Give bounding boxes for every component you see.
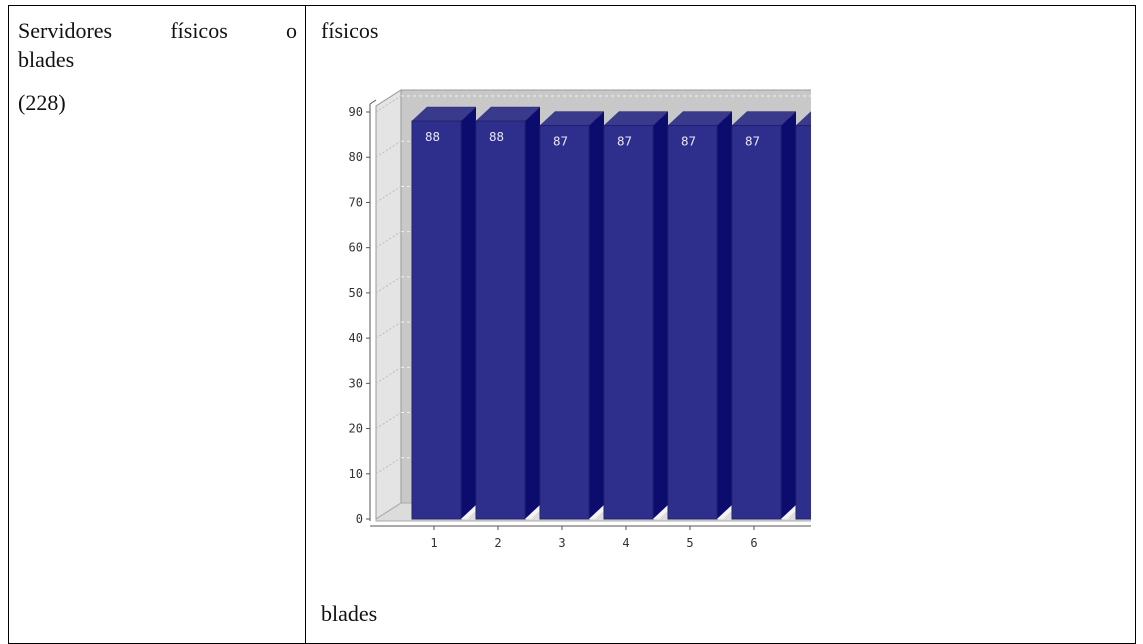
left-cell: Servidores físicos o blades (228)	[8, 5, 306, 644]
chart-top-label: físicos	[321, 18, 379, 43]
bar-side	[589, 111, 604, 520]
x-tick-label: 5	[686, 536, 693, 550]
bar-value-label: 87	[617, 134, 632, 149]
bar-side	[525, 107, 540, 520]
heading-line-2: blades	[18, 47, 75, 72]
gridline-side	[375, 366, 402, 384]
table-row: Servidores físicos o blades (228) físico…	[8, 5, 1136, 644]
bar-1	[411, 106, 482, 520]
y-tick-label: 90	[349, 105, 363, 119]
bar-2	[475, 106, 546, 520]
bar-front	[731, 125, 782, 520]
bar-front	[667, 125, 718, 520]
bar-value-label: 87	[745, 134, 760, 149]
server-count: (228)	[18, 90, 66, 115]
x-tick-label: 4	[622, 536, 629, 550]
plot-area: 88 88 87 87 87 87	[375, 89, 811, 522]
bar-front	[539, 125, 590, 520]
y-tick-label: 70	[349, 195, 363, 209]
y-tick-label: 0	[356, 512, 363, 526]
cell-heading: Servidores físicos o	[18, 16, 297, 45]
bar-value-label: 88	[425, 129, 440, 144]
y-axis-cap	[369, 99, 377, 105]
gridline-side	[375, 276, 402, 294]
bar-front	[795, 125, 811, 520]
bar-value-label: 87	[681, 134, 696, 149]
bar-side	[781, 111, 796, 520]
gridline-side	[375, 140, 402, 158]
bar-side	[653, 111, 668, 520]
gridline-side	[375, 321, 402, 339]
gridline-side	[375, 95, 402, 113]
bar-3	[539, 111, 610, 520]
x-tick-label: 3	[558, 536, 565, 550]
bar-front	[475, 120, 526, 520]
y-tick-label: 40	[349, 331, 363, 345]
y-tick-label: 50	[349, 286, 363, 300]
y-tick-label: 80	[349, 150, 363, 164]
bar-side	[461, 107, 476, 520]
bar-top	[795, 111, 811, 126]
gridline-side	[375, 457, 402, 475]
bar-front	[411, 120, 462, 520]
right-cell: físicos 88 88 87 87 87 87 0 10 20 30 40 50 60 70 80 90 1…	[305, 5, 1136, 644]
bar-5	[667, 111, 738, 520]
bar-value-label: 87	[553, 134, 568, 149]
x-tick-label: 1	[430, 536, 437, 550]
bar-chart: 88 88 87 87 87 87 0 10 20 30 40 50 60 70 80 90 1 2 3 4 5 6	[349, 89, 811, 550]
y-tick-label: 30	[349, 376, 363, 390]
heading-word: físicos	[170, 18, 228, 43]
chart-bottom-label: blades	[321, 601, 378, 626]
y-tick-label: 20	[349, 422, 363, 436]
bar-side	[717, 111, 732, 520]
document-table: Servidores físicos o blades (228) físico…	[8, 5, 1136, 644]
x-tick-label: 2	[494, 536, 501, 550]
gridline-side	[375, 186, 402, 203]
gridline-side	[375, 412, 402, 429]
gridline-side	[375, 231, 402, 249]
heading-word: Servidores	[18, 18, 113, 43]
bar-6	[731, 111, 802, 520]
bar-front	[603, 125, 654, 520]
bar-4	[603, 111, 674, 520]
heading-word: o	[285, 18, 297, 43]
x-tick-label: 6	[750, 536, 757, 550]
bar-value-label: 88	[489, 129, 504, 144]
y-tick-label: 10	[349, 467, 363, 481]
bar-7	[795, 111, 811, 520]
y-tick-label: 60	[349, 241, 363, 255]
